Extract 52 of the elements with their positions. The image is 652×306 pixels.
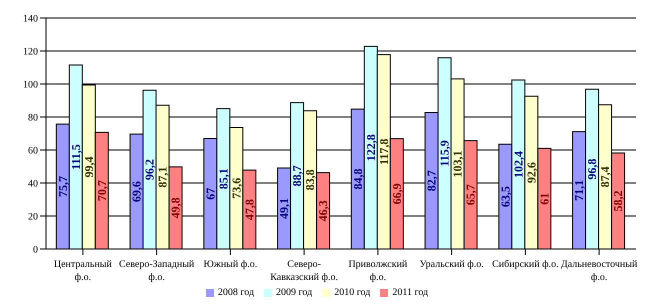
data-label: 85,1: [216, 168, 230, 190]
x-tick-label: Уральский ф.о.: [419, 259, 484, 270]
legend-label: 2011 год: [392, 287, 428, 298]
y-tick-label: 60: [28, 146, 38, 157]
data-label: 75,7: [56, 176, 70, 198]
y-tick-label: 0: [33, 244, 38, 256]
data-label: 96,8: [585, 158, 600, 180]
legend-label: 2010 год: [334, 287, 370, 298]
data-label: 84,8: [350, 168, 365, 190]
data-label: 58,2: [611, 190, 626, 212]
data-label: 66,9: [390, 183, 404, 204]
data-label: 69,6: [130, 181, 144, 202]
data-label: 122,8: [364, 134, 378, 162]
data-label: 47,8: [242, 199, 256, 220]
data-label: 117,8: [376, 138, 391, 165]
x-tick-label: Южный ф.о.: [204, 259, 258, 270]
data-label: 71,1: [572, 180, 586, 201]
y-tick-label: 40: [28, 178, 38, 190]
data-label: 46,3: [316, 200, 330, 222]
legend-label: 2009 год: [276, 287, 312, 298]
data-label: 49,8: [168, 197, 183, 218]
data-label: 82,7: [424, 170, 439, 192]
x-tick-label: Дальневосточный ф.о.: [560, 259, 638, 283]
data-label: 73,6: [229, 178, 244, 199]
data-label: 88,7: [290, 165, 304, 186]
x-tick-label: Сибирский ф.о.: [492, 259, 559, 270]
x-tick-label: Северо-Кавказский ф.о.: [270, 259, 338, 283]
data-label: 61: [537, 192, 552, 205]
data-label: 99,4: [82, 156, 96, 178]
y-tick-label: 120: [23, 46, 38, 58]
data-label: 87,1: [156, 166, 170, 188]
data-label: 65,7: [464, 184, 478, 206]
x-tick-label: Центральный ф.о.: [54, 259, 113, 283]
data-label: 67: [203, 188, 218, 200]
data-label: 92,6: [524, 162, 538, 184]
data-label: 115,9: [438, 140, 452, 167]
data-label: 111,5: [68, 144, 83, 170]
data-label: 103,1: [450, 150, 465, 178]
data-label: 49,1: [277, 198, 292, 219]
data-label: 63,5: [498, 186, 512, 208]
data-label: 83,8: [303, 169, 318, 190]
y-tick-label: 80: [28, 112, 38, 124]
x-tick-label: Приволжский ф.о.: [348, 259, 408, 283]
legend-label: 2008 год: [218, 287, 254, 298]
y-tick-label: 140: [23, 14, 38, 25]
y-tick-label: 20: [28, 212, 38, 223]
x-tick-label: Северо-Западный ф.о.: [118, 259, 195, 283]
data-label: 102,4: [511, 151, 526, 178]
y-tick-label: 100: [23, 80, 38, 91]
data-label: 70,7: [94, 180, 109, 202]
data-label: 96,2: [142, 159, 157, 180]
data-label: 87,4: [598, 166, 612, 188]
